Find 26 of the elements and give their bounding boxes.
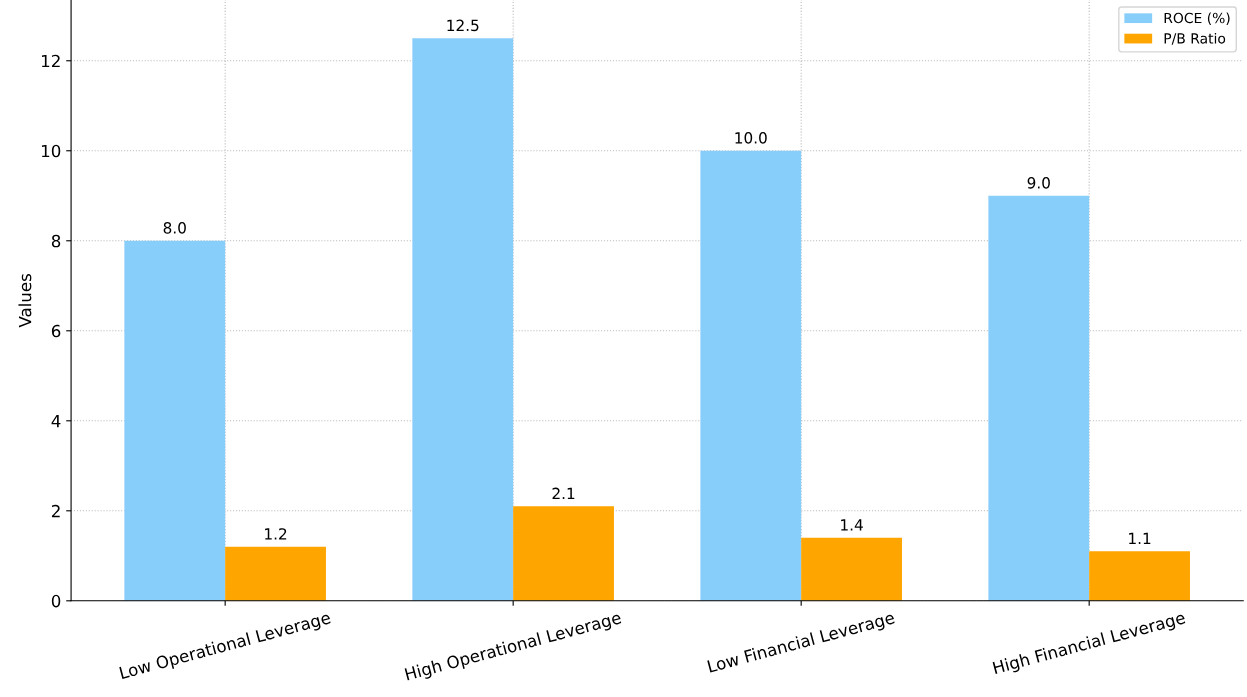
y-tick-label: 8 [51,234,61,248]
bar [225,546,326,601]
bar [412,38,514,601]
legend-label: ROCE (%) [1164,12,1230,25]
bar [988,195,1090,601]
legend-label: P/B Ratio [1164,32,1226,45]
bar [513,506,614,601]
data-label: 10.0 [735,132,767,144]
data-label: 8.0 [163,222,186,234]
y-tick-label: 4 [51,414,61,428]
data-label: 1.4 [841,519,863,531]
y-tick-label: 6 [51,324,61,338]
y-tick-label: 10 [41,144,61,158]
y-tick-label: 0 [51,594,61,608]
bar [700,150,802,601]
y-axis-title: Values [18,273,32,328]
bar [124,240,226,601]
data-label: 12.5 [447,19,479,32]
y-tick-label: 12 [41,54,60,68]
data-label: 1.1 [1129,532,1151,544]
data-label: 2.1 [552,487,575,499]
data-label: 9.0 [1027,177,1050,189]
data-label: 1.2 [265,528,287,540]
bar [801,537,902,601]
bar [1089,551,1190,601]
y-tick-label: 2 [51,504,60,518]
